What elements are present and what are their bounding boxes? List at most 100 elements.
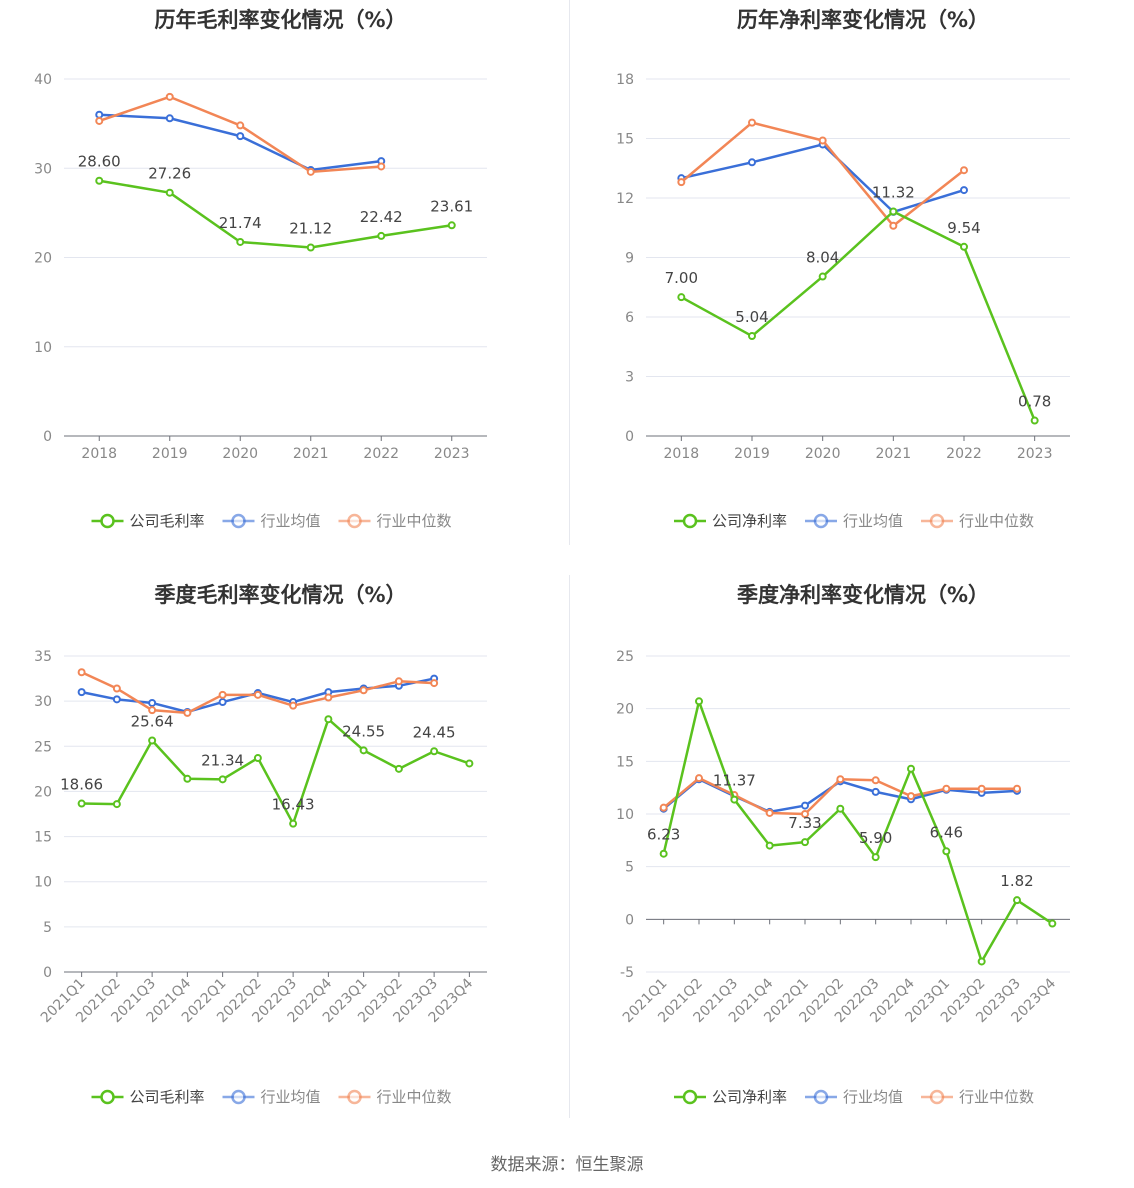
data-label: 22.42 xyxy=(360,208,403,226)
data-point xyxy=(112,684,121,693)
data-label: 1.82 xyxy=(1000,872,1033,890)
data-point xyxy=(765,841,774,850)
legend-marker xyxy=(100,513,115,529)
chart-title: 季度毛利率变化情况（%） xyxy=(154,583,406,607)
legend-label: 公司净利率 xyxy=(712,1088,787,1106)
y-tick-label: 0 xyxy=(43,965,52,981)
y-tick-label: 6 xyxy=(625,310,634,326)
data-point xyxy=(77,688,86,697)
panel-divider-bottom xyxy=(569,575,570,1118)
chart-panel-annual-net-margin: 历年净利率变化情况（%） 0 3 6 9 12 15 18 2018 2019 2020 2021 20… xyxy=(567,0,1134,575)
legend-item: 行业中位数 xyxy=(338,1088,452,1106)
data-point xyxy=(465,759,474,768)
legend-label: 公司毛利率 xyxy=(130,1088,205,1106)
data-point xyxy=(677,178,686,187)
data-point xyxy=(148,706,157,715)
legend-label: 行业均值 xyxy=(843,1088,903,1106)
data-point xyxy=(324,715,333,724)
legend-marker xyxy=(347,1089,362,1105)
legend-marker xyxy=(347,513,362,529)
data-point xyxy=(218,698,227,707)
chart-title: 季度净利率变化情况（%） xyxy=(737,583,989,607)
data-point xyxy=(960,166,968,175)
data-label: 5.04 xyxy=(735,308,768,326)
x-tick-label: 2021 xyxy=(293,446,329,462)
y-tick-label: 10 xyxy=(34,875,52,891)
chart-quarterly-gross-margin: 季度毛利率变化情况（%）051015202530352021Q12021Q220… xyxy=(34,583,487,1106)
data-point xyxy=(236,121,245,130)
legend-item: 公司毛利率 xyxy=(91,1088,205,1106)
data-point xyxy=(148,736,157,745)
data-point xyxy=(253,754,262,763)
data-point xyxy=(977,784,986,793)
x-tick-label: 2021 xyxy=(876,446,912,462)
data-point xyxy=(218,690,227,699)
y-tick-label: 20 xyxy=(34,784,52,800)
data-point xyxy=(748,332,756,341)
legend-label: 行业均值 xyxy=(261,512,321,530)
data-point xyxy=(818,136,827,145)
data-point xyxy=(112,695,121,704)
chart-annual-net-margin: 历年净利率变化情况（%） 0 3 6 9 12 15 18 2018 2019 2020 2021 20… xyxy=(616,8,1070,530)
data-label: 9.54 xyxy=(947,219,980,237)
legend-item: 公司净利率 xyxy=(674,1088,787,1106)
data-point xyxy=(977,957,986,966)
legend-marker xyxy=(231,513,246,529)
data-point xyxy=(183,708,192,717)
data-point xyxy=(801,810,809,818)
legend-marker xyxy=(929,1089,945,1105)
data-label: 21.34 xyxy=(201,751,244,769)
data-point xyxy=(907,792,915,801)
data-point xyxy=(306,167,315,176)
y-tick-label: 5 xyxy=(625,860,634,876)
data-label: 23.61 xyxy=(430,197,473,215)
chart-annual-gross-margin: 历年毛利率变化情况（%） 0 10 20 30 40 2018 2019 2020 2021 202… xyxy=(34,8,487,530)
data-point xyxy=(960,186,968,195)
y-tick-label: 35 xyxy=(34,649,52,665)
data-point xyxy=(430,679,439,688)
data-point xyxy=(677,293,686,302)
legend-label: 行业均值 xyxy=(261,1088,321,1106)
legend-item: 行业均值 xyxy=(222,1088,321,1106)
data-label: 5.90 xyxy=(859,829,892,847)
y-tick-label: 25 xyxy=(616,649,634,665)
chart-panel-quarterly-net-margin: 季度净利率变化情况（%） -5 0 5 10 15 20 25 2021Q1 2021Q2 2021… xyxy=(567,575,1134,1150)
y-tick-label: 0 xyxy=(43,429,52,445)
data-point xyxy=(1013,896,1021,905)
data-point xyxy=(324,693,333,702)
data-label: 24.55 xyxy=(342,722,385,740)
data-label: 0.78 xyxy=(1018,393,1051,411)
x-tick-label: 2019 xyxy=(152,446,188,462)
data-label: 11.37 xyxy=(713,772,756,790)
data-point xyxy=(183,774,192,783)
chart-panel-quarterly-gross-margin: 季度毛利率变化情况（%） 0 5 10 15 20 25 30 35 2021Q1 2021Q2 20… xyxy=(0,575,567,1150)
legend-label: 公司净利率 xyxy=(712,512,787,530)
legend-item: 行业中位数 xyxy=(338,512,452,530)
data-point xyxy=(907,764,915,773)
data-source-note: 数据来源：恒生聚源 xyxy=(490,1155,644,1175)
data-point xyxy=(818,272,827,281)
data-point xyxy=(1030,416,1039,425)
legend-marker xyxy=(100,1089,115,1105)
legend-item: 行业中位数 xyxy=(921,1088,1034,1106)
data-point xyxy=(77,668,86,677)
legend-marker xyxy=(813,1089,829,1105)
data-label: 7.00 xyxy=(665,269,698,287)
data-label: 27.26 xyxy=(148,165,191,183)
data-point xyxy=(289,819,298,828)
data-point xyxy=(889,221,898,230)
y-tick-label: 15 xyxy=(34,830,52,846)
y-tick-label: -5 xyxy=(620,965,634,981)
legend-marker xyxy=(682,1089,698,1105)
legend-label: 行业中位数 xyxy=(959,512,1034,530)
x-tick-label: 2022 xyxy=(363,446,399,462)
data-point xyxy=(112,800,121,809)
data-point xyxy=(765,808,774,817)
legend-label: 行业均值 xyxy=(843,512,903,530)
data-label: 7.33 xyxy=(788,814,821,832)
data-point xyxy=(659,849,668,858)
y-tick-label: 12 xyxy=(616,191,634,207)
data-point xyxy=(253,690,262,699)
legend-item: 行业均值 xyxy=(805,1088,903,1106)
legend-marker xyxy=(929,513,945,529)
